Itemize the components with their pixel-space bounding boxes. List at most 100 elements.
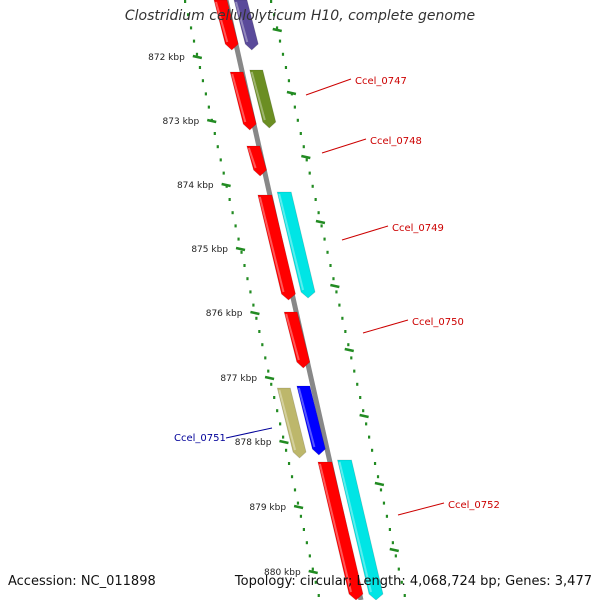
tick-mark <box>353 369 356 373</box>
tick-mark <box>329 264 332 267</box>
tick-mark <box>317 211 320 215</box>
major-tick <box>206 118 217 124</box>
gene-highlight <box>338 461 372 593</box>
kbp-label: 874 kbp <box>177 181 214 191</box>
major-tick <box>272 27 283 33</box>
major-tick <box>344 347 355 353</box>
tick-mark <box>388 528 391 531</box>
tick-mark <box>385 514 389 518</box>
kbp-label: 876 kbp <box>206 309 243 319</box>
feature-track <box>213 0 384 600</box>
major-tick <box>235 246 246 252</box>
outer-tick-track <box>270 0 406 597</box>
tick-mark <box>201 79 205 83</box>
major-tick <box>359 413 369 419</box>
tick-mark <box>287 79 291 83</box>
major-tick <box>192 54 203 60</box>
gene-labels: Ccel_0747 Ccel_0748 Ccel_0749 Ccel_0750 Ccel… <box>174 76 500 511</box>
gene-highlight <box>278 193 305 291</box>
tick-mark <box>299 132 302 135</box>
topology-text: Topology: circular; Length: 4,068,724 bp… <box>234 574 592 589</box>
tick-mark <box>287 462 291 465</box>
tick-mark <box>293 488 297 492</box>
gene-label-ccel_0748[interactable]: Ccel_0748 <box>370 136 422 147</box>
tick-mark <box>370 448 374 452</box>
kbp-labels: 872 kbp 873 kbp 874 kbp 875 kbp 876 kbp 877 k… <box>148 53 318 578</box>
gene-block <box>229 71 257 131</box>
tick-mark <box>216 145 219 149</box>
gene-block <box>336 459 384 600</box>
gene-block <box>296 385 326 456</box>
tick-mark <box>311 567 314 571</box>
gene-highlight <box>318 463 352 593</box>
inner-tick-track <box>184 0 320 597</box>
tick-mark <box>359 396 362 399</box>
tick-mark <box>264 356 267 360</box>
major-tick <box>286 90 297 96</box>
tick-mark <box>296 118 299 122</box>
tick-mark <box>338 303 341 307</box>
gene-highlight <box>231 73 247 123</box>
tick-mark <box>400 580 403 584</box>
tick-mark <box>362 409 365 413</box>
tick-mark <box>219 158 222 162</box>
gene-block <box>257 194 296 301</box>
gene-highlight <box>247 147 257 169</box>
tick-mark <box>258 330 261 333</box>
tick-mark <box>279 422 282 426</box>
tick-mark <box>320 224 323 228</box>
tick-mark <box>379 488 383 492</box>
tick-mark <box>213 132 216 135</box>
gene-highlight <box>235 1 249 43</box>
tick-mark <box>368 435 371 439</box>
tick-mark <box>282 435 285 439</box>
tick-mark <box>228 198 231 201</box>
tick-mark <box>249 290 252 294</box>
gene-label-ccel_0750[interactable]: Ccel_0750 <box>412 317 464 328</box>
tick-mark <box>255 316 258 320</box>
gene-highlight <box>297 387 316 448</box>
accession-text: Accession: NC_011898 <box>8 574 156 589</box>
tick-mark <box>356 382 359 386</box>
tick-mark <box>284 448 288 452</box>
gene-label-ccel_0749[interactable]: Ccel_0749 <box>392 223 444 234</box>
major-tick <box>301 154 311 160</box>
tick-mark <box>252 303 255 307</box>
kbp-label: 875 kbp <box>191 245 228 255</box>
tick-mark <box>222 171 225 175</box>
gene-block <box>283 311 311 369</box>
tick-mark <box>317 594 320 597</box>
tick-mark <box>302 145 305 149</box>
tick-mark <box>373 462 377 465</box>
gene-label-ccel_0747[interactable]: Ccel_0747 <box>355 76 407 87</box>
tick-mark <box>391 541 394 545</box>
leader-line <box>225 427 273 439</box>
kbp-label: 880 kbp <box>264 568 301 578</box>
tick-mark <box>326 250 329 254</box>
major-tick <box>250 310 260 316</box>
major-tick <box>279 439 289 445</box>
tick-mark <box>305 158 308 162</box>
tick-mark <box>305 541 308 545</box>
tick-mark <box>323 237 326 241</box>
tick-mark <box>281 52 285 56</box>
tick-mark <box>314 580 317 584</box>
gene-highlight <box>285 313 300 361</box>
tick-mark <box>186 13 190 17</box>
kbp-label: 872 kbp <box>148 53 185 63</box>
tick-mark <box>261 343 264 347</box>
tick-mark <box>207 105 210 109</box>
gene-highlight <box>258 196 285 293</box>
tick-mark <box>335 290 338 294</box>
tick-mark <box>192 39 196 43</box>
tick-mark <box>308 171 311 175</box>
tick-mark <box>276 409 279 413</box>
tick-mark <box>184 0 187 3</box>
tick-mark <box>231 211 234 215</box>
tick-mark <box>204 92 207 96</box>
major-tick <box>264 375 275 381</box>
gene-label-ccel_0752[interactable]: Ccel_0752 <box>448 500 500 511</box>
gene-label-ccel_0751[interactable]: Ccel_0751 <box>174 433 226 444</box>
tick-mark <box>198 66 202 69</box>
